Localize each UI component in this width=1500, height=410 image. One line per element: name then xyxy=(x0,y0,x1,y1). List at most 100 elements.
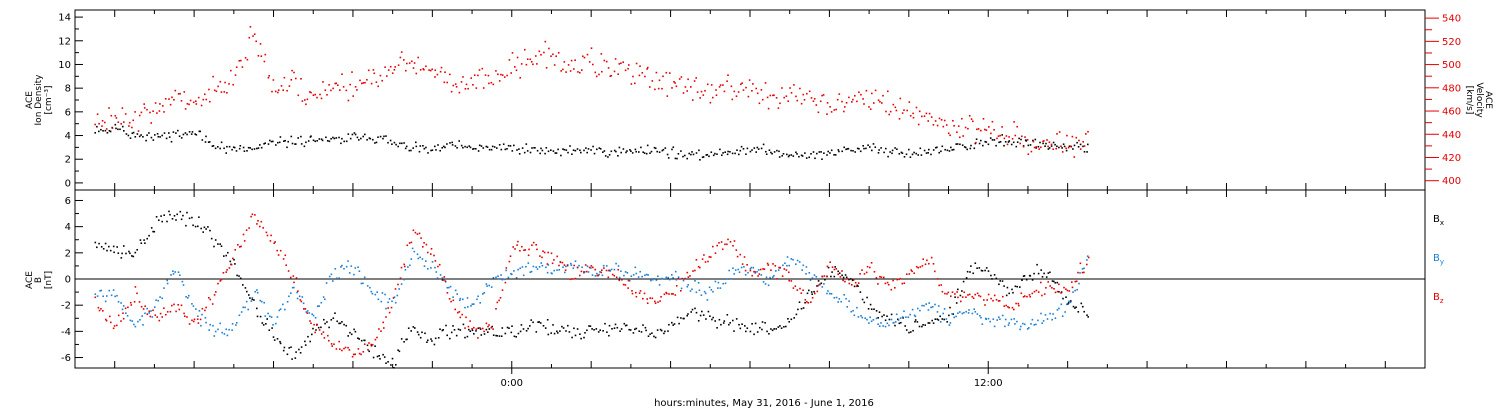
b-bz-point xyxy=(414,231,417,234)
ion-density-point xyxy=(726,153,729,156)
b-bz-point xyxy=(727,238,729,241)
b-by-point xyxy=(540,262,543,264)
b-by-point xyxy=(599,271,601,273)
b-bz-point xyxy=(304,308,307,310)
velocity-point xyxy=(912,116,915,119)
b-by-point xyxy=(1042,320,1045,322)
b-bz-point xyxy=(934,270,936,273)
velocity-point xyxy=(661,87,663,90)
b-by-point xyxy=(357,266,359,268)
b-bz-point xyxy=(450,300,452,303)
b-bx-point xyxy=(234,263,236,265)
b-bx-point xyxy=(785,325,787,328)
top-left-tick-label: 0 xyxy=(65,178,71,189)
b-bx-point xyxy=(383,356,386,358)
b-bz-point xyxy=(1058,283,1060,286)
velocity-point xyxy=(975,141,977,144)
b-bx-point xyxy=(709,315,711,317)
b-bx-point xyxy=(290,346,292,348)
b-bx-point xyxy=(136,249,138,251)
velocity-point xyxy=(1061,151,1064,153)
b-bx-point xyxy=(991,278,993,280)
b-bz-point xyxy=(348,349,351,351)
velocity-point xyxy=(854,95,856,97)
b-bz-point xyxy=(915,265,918,268)
b-bx-point xyxy=(455,334,458,337)
ion-density-point xyxy=(1020,138,1022,141)
b-bx-point xyxy=(779,325,781,327)
ion-density-point xyxy=(804,152,806,154)
b-by-point xyxy=(838,298,841,300)
b-by-point xyxy=(182,284,185,286)
bottom-left-tick-label: 2 xyxy=(65,248,71,259)
ion-density-point xyxy=(345,140,348,143)
b-bz-point xyxy=(1007,306,1009,308)
b-by-point xyxy=(948,324,951,326)
b-bx-point xyxy=(407,327,410,329)
b-bx-point xyxy=(1012,291,1014,294)
b-bx-point xyxy=(898,322,901,325)
velocity-point xyxy=(399,56,402,59)
b-by-point xyxy=(782,264,784,267)
ion-density-point xyxy=(966,148,968,151)
b-bz-point xyxy=(741,263,744,265)
b-bx-point xyxy=(152,230,154,233)
ion-density-point xyxy=(100,128,102,131)
velocity-point xyxy=(865,89,868,92)
b-bx-point xyxy=(969,271,971,273)
b-bx-point xyxy=(343,323,345,326)
b-by-point xyxy=(343,267,345,270)
velocity-point xyxy=(310,91,312,94)
velocity-point xyxy=(306,98,309,101)
ion-density-point xyxy=(927,152,929,154)
b-bz-point xyxy=(855,285,858,288)
b-by-point xyxy=(574,260,577,262)
ion-density-point xyxy=(300,143,303,145)
ion-density-point xyxy=(422,145,424,147)
velocity-point xyxy=(928,112,931,115)
velocity-point xyxy=(177,93,180,95)
b-bz-point xyxy=(438,263,441,266)
velocity-point xyxy=(220,91,223,93)
b-by-point xyxy=(914,315,917,318)
b-by-point xyxy=(170,274,172,276)
b-bz-point xyxy=(635,295,638,298)
b-bx-point xyxy=(790,318,793,321)
b-bx-point xyxy=(437,337,440,339)
b-bx-point xyxy=(532,321,534,324)
velocity-point xyxy=(189,99,192,102)
velocity-point xyxy=(833,109,836,111)
b-bz-point xyxy=(899,277,902,280)
b-by-point xyxy=(155,299,157,301)
b-by-point xyxy=(989,320,991,323)
b-by-point xyxy=(436,277,439,279)
b-bz-point xyxy=(546,263,549,265)
b-by-point xyxy=(930,306,932,309)
ion-density-point xyxy=(145,139,147,142)
b-bz-point xyxy=(607,276,610,279)
b-by-point xyxy=(226,334,229,337)
b-by-point xyxy=(353,273,355,276)
b-bx-point xyxy=(262,324,265,326)
velocity-point xyxy=(1005,135,1008,137)
b-bz-point xyxy=(681,277,683,280)
velocity-point xyxy=(675,85,678,88)
velocity-point xyxy=(337,84,339,86)
ion-density-point xyxy=(827,150,829,153)
b-by-point xyxy=(835,296,838,299)
ion-density-point xyxy=(383,135,385,138)
b-bx-point xyxy=(912,329,914,332)
b-bx-point xyxy=(238,275,240,277)
b-bx-point xyxy=(678,322,680,325)
ion-density-point xyxy=(948,150,951,152)
velocity-point xyxy=(760,89,763,91)
b-bz-point xyxy=(877,283,879,285)
ion-density-point xyxy=(778,156,781,158)
ion-density-point xyxy=(146,134,148,136)
b-bx-point xyxy=(492,334,495,336)
b-bz-point xyxy=(1026,295,1028,298)
velocity-point xyxy=(687,78,689,81)
ion-density-point xyxy=(762,143,765,146)
b-bx-point xyxy=(273,339,276,341)
ion-density-point xyxy=(792,155,795,157)
